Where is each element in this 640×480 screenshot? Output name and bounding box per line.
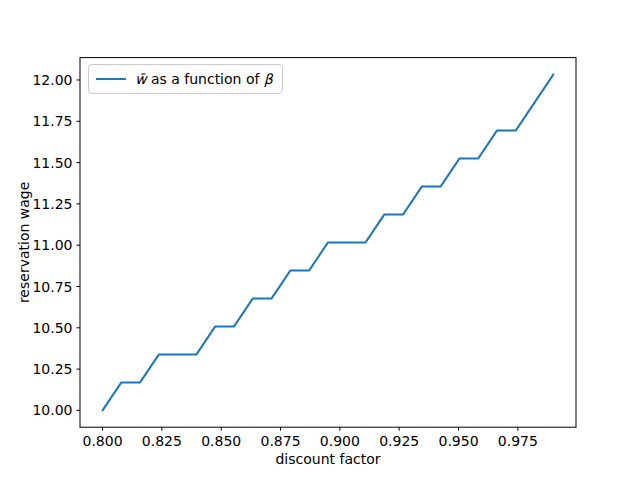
legend-label-mid: as a function of: [146, 71, 263, 87]
x-tick-label: 0.800: [82, 433, 122, 449]
y-tick-label: 11.00: [32, 237, 72, 253]
y-tick-label: 10.75: [32, 279, 72, 295]
x-axis-label: discount factor: [275, 451, 380, 467]
x-tick-label: 0.900: [320, 433, 360, 449]
legend: w̄ as a function of β: [88, 64, 283, 94]
y-tick-label: 10.00: [32, 402, 72, 418]
legend-label: w̄ as a function of β: [135, 71, 273, 87]
ticks-layer: 0.800 0.825 0.850 0.875 0.900 0.925 0.950 0.975…: [32, 72, 537, 449]
legend-label-wbar: w̄: [135, 71, 146, 87]
legend-label-beta: β: [264, 71, 273, 87]
y-tick-label: 10.25: [32, 361, 72, 377]
legend-line-sample: [96, 78, 126, 80]
y-tick-label: 11.25: [32, 196, 72, 212]
y-axis-label: reservation wage: [16, 182, 32, 303]
x-tick-label: 0.950: [438, 433, 478, 449]
figure: 0.800 0.825 0.850 0.875 0.900 0.925 0.950 0.975…: [0, 0, 640, 480]
y-tick-label: 10.50: [32, 320, 72, 336]
x-tick-label: 0.825: [142, 433, 182, 449]
reservation-wage-line: [103, 74, 554, 410]
line-layer: [103, 74, 554, 410]
x-tick-label: 0.925: [379, 433, 419, 449]
x-tick-label: 0.975: [498, 433, 538, 449]
x-tick-label: 0.875: [260, 433, 300, 449]
x-tick-label: 0.850: [201, 433, 241, 449]
y-tick-label: 11.50: [32, 155, 72, 171]
y-tick-label: 11.75: [32, 113, 72, 129]
y-tick-label: 12.00: [32, 72, 72, 88]
